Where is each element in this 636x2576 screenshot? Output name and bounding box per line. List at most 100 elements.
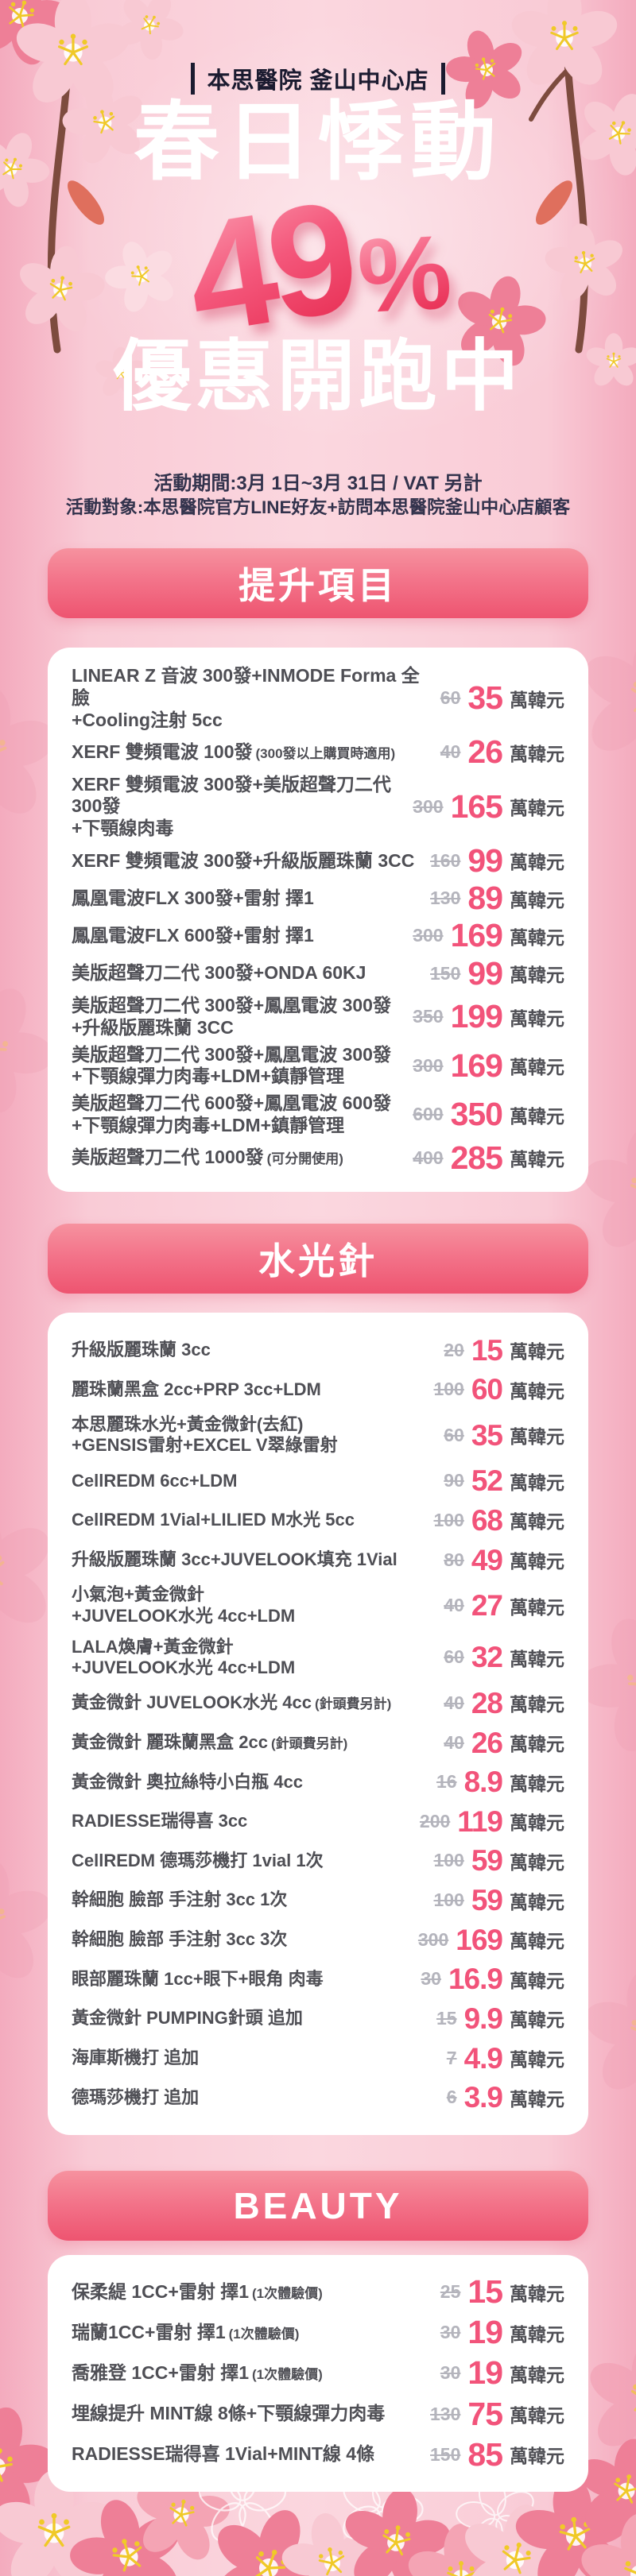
new-price: 16.9 [448, 1963, 503, 1996]
price-cell: 300 169 萬韓元 [418, 1925, 564, 1955]
item-name: 美版超聲刀二代 300發+鳳凰電波 300發 +升級版麗珠蘭 3CC [72, 995, 391, 1038]
new-price: 35 [467, 679, 503, 717]
old-price: 40 [440, 741, 461, 763]
price-cell: 300 169 萬韓元 [413, 919, 564, 952]
price-unit: 萬韓元 [510, 1970, 564, 1991]
new-price: 26 [471, 1726, 503, 1759]
percent-sign: % [355, 213, 455, 335]
badge-left-bar [191, 63, 196, 95]
price-cell: 150 85 萬韓元 [430, 2438, 564, 2471]
price-cell: 25 15 萬韓元 [440, 2276, 564, 2308]
item-name: 埋線提升 MINT線 8條+下顎線彈力肉毒 [72, 2403, 386, 2424]
item-name: 黃金微針 PUMPING針頭 追加 [72, 2008, 303, 2029]
item-name: RADIESSE瑞得喜 1Vial+MINT線 4條 [72, 2443, 375, 2465]
old-price: 60 [444, 1424, 464, 1445]
item-name: 保柔緹 1CC+雷射 擇1 [72, 2280, 250, 2302]
item-name-cell: 幹細胞 臉部 手注射 3cc 1次 [72, 1889, 433, 1910]
item-name-cell: 美版超聲刀二代 300發+鳳凰電波 300發 +升級版麗珠蘭 3CC [72, 995, 413, 1039]
item-name-cell: 喬雅登 1CC+雷射 擇1 (1次體驗價) [72, 2362, 440, 2385]
price-row: 黃金微針 JUVELOOK水光 4cc (針頭費另計) 40 28 萬韓元 [72, 1688, 564, 1718]
price-row: XERF 雙頻電波 100發 (300發以上購買時適用) 40 26 萬韓元 [72, 736, 564, 768]
item-name: 黃金微針 JUVELOOK水光 4cc [72, 1692, 312, 1713]
badge-right-bar [440, 63, 445, 95]
price-row: 升級版麗珠蘭 3cc 20 15 萬韓元 [72, 1336, 564, 1365]
item-name-cell: 埋線提升 MINT線 8條+下顎線彈力肉毒 [72, 2403, 430, 2425]
price-cell: 7 4.9 萬韓元 [447, 2044, 564, 2073]
price-cell: 130 75 萬韓元 [430, 2397, 564, 2431]
item-name: 美版超聲刀二代 300發+ONDA 60KJ [72, 962, 366, 984]
new-price: 15 [467, 2273, 503, 2311]
item-note: (針頭費另計) [270, 1735, 348, 1751]
item-name: 美版超聲刀二代 600發+鳳凰電波 600發 +下顎線彈力肉毒+LDM+鎮靜管理 [72, 1093, 391, 1135]
price-row: 麗珠蘭黑盒 2cc+PRP 3cc+LDM 100 60 萬韓元 [72, 1375, 564, 1404]
new-price: 350 [450, 1096, 503, 1133]
price-row: 瑞蘭1CC+雷射 擇1 (1次體驗價) 30 19 萬韓元 [72, 2316, 564, 2349]
item-name: CellREDM 德瑪莎機打 1vial 1次 [72, 1850, 324, 1870]
old-price: 80 [444, 1549, 464, 1570]
new-price: 4.9 [463, 2041, 503, 2075]
new-price: 26 [467, 733, 503, 771]
item-name: 眼部麗珠蘭 1cc+眼下+眼角 肉毒 [72, 1968, 324, 1989]
item-name: RADIESSE瑞得喜 3cc [72, 1811, 248, 1831]
price-cell: 30 19 萬韓元 [440, 2357, 564, 2389]
item-name: 黃金微針 麗珠蘭黑盒 2cc [72, 1731, 268, 1752]
price-cell: 130 89 萬韓元 [430, 882, 564, 915]
item-name: 升級版麗珠蘭 3cc+JUVELOOK填充 1Vial [72, 1549, 398, 1569]
item-name: 鳳凰電波FLX 600發+雷射 擇1 [72, 925, 314, 946]
price-unit: 萬韓元 [510, 2283, 564, 2304]
event-target-text: 活動對象:本思醫院官方LINE好友+訪問本思醫院釜山中心店顧客 [65, 497, 571, 517]
price-row: RADIESSE瑞得喜 3cc 200 119 萬韓元 [72, 1807, 564, 1836]
store-badge: 本思醫院 釜山中心店 [0, 62, 636, 95]
price-unit: 萬韓元 [510, 2405, 564, 2427]
item-note: (可分開使用) [266, 1151, 343, 1167]
old-price: 15 [436, 2007, 457, 2029]
price-row: 眼部麗珠蘭 1cc+眼下+眼角 肉毒 30 16.9 萬韓元 [72, 1964, 564, 1994]
price-unit: 萬韓元 [510, 2049, 564, 2071]
new-price: 3.9 [463, 2081, 503, 2114]
item-name: 幹細胞 臉部 手注射 3cc 3次 [72, 1929, 288, 1950]
price-unit: 萬韓元 [510, 852, 564, 873]
item-name-cell: 美版超聲刀二代 1000發 (可分開使用) [72, 1147, 413, 1169]
price-list: 升級版麗珠蘭 3cc 20 15 萬韓元 麗珠蘭黑盒 2cc+PRP 3cc+L… [48, 1313, 588, 2135]
new-price: 27 [471, 1589, 503, 1623]
price-row: CellREDM 6cc+LDM 90 52 萬韓元 [72, 1466, 564, 1495]
item-name-cell: 黃金微針 奧拉絲特小白瓶 4cc [72, 1772, 436, 1793]
price-cell: 40 27 萬韓元 [444, 1591, 564, 1620]
item-name-cell: 本思麗珠水光+黃金微針(去紅) +GENSIS雷射+EXCEL V翠綠雷射 [72, 1414, 444, 1456]
new-price: 32 [471, 1641, 503, 1674]
old-price: 40 [444, 1692, 464, 1713]
price-cell: 100 60 萬韓元 [433, 1375, 564, 1404]
item-name-cell: 德瑪莎機打 追加 [72, 2087, 447, 2108]
price-unit: 萬韓元 [510, 1511, 564, 1533]
section-header: 水光針 [48, 1224, 588, 1294]
price-cell: 60 35 萬韓元 [444, 1421, 564, 1450]
old-price: 300 [413, 1054, 444, 1076]
item-name: 瑞蘭1CC+雷射 擇1 [72, 2322, 226, 2343]
item-name: 幹細胞 臉部 手注射 3cc 1次 [72, 1889, 288, 1910]
item-name-cell: CellREDM 德瑪莎機打 1vial 1次 [72, 1851, 433, 1871]
price-unit: 萬韓元 [510, 1851, 564, 1873]
item-name-cell: CellREDM 6cc+LDM [72, 1471, 444, 1491]
price-row: 美版超聲刀二代 600發+鳳凰電波 600發 +下顎線彈力肉毒+LDM+鎮靜管理… [72, 1093, 564, 1136]
price-list: LINEAR Z 音波 300發+INMODE Forma 全臉 +Coolin… [48, 648, 588, 1192]
price-unit: 萬韓元 [510, 2088, 564, 2110]
price-unit: 萬韓元 [510, 1341, 564, 1363]
price-row: 小氣泡+黃金微針 +JUVELOOK水光 4cc+LDM 40 27 萬韓元 [72, 1584, 564, 1626]
price-cell: 600 350 萬韓元 [413, 1098, 564, 1131]
old-price: 100 [433, 1379, 464, 1400]
item-name-cell: XERF 雙頻電波 300發+升級版麗珠蘭 3CC [72, 850, 430, 872]
price-row: 美版超聲刀二代 1000發 (可分開使用) 400 285 萬韓元 [72, 1141, 564, 1174]
item-name: LINEAR Z 音波 300發+INMODE Forma 全臉 +Coolin… [72, 665, 420, 730]
old-price: 6 [446, 2087, 457, 2108]
price-unit: 萬韓元 [510, 2009, 564, 2031]
price-unit: 萬韓元 [510, 1057, 564, 1078]
price-unit: 萬韓元 [510, 1380, 564, 1402]
new-price: 52 [471, 1464, 503, 1498]
item-name-cell: RADIESSE瑞得喜 3cc [72, 1811, 420, 1831]
price-cell: 160 99 萬韓元 [430, 844, 564, 877]
price-row: 美版超聲刀二代 300發+ONDA 60KJ 150 99 萬韓元 [72, 957, 564, 990]
item-name: LALA煥膚+黃金微針 +JUVELOOK水光 4cc+LDM [72, 1636, 296, 1677]
old-price: 40 [444, 1731, 464, 1753]
store-badge-text: 本思醫院 釜山中心店 [207, 68, 429, 94]
